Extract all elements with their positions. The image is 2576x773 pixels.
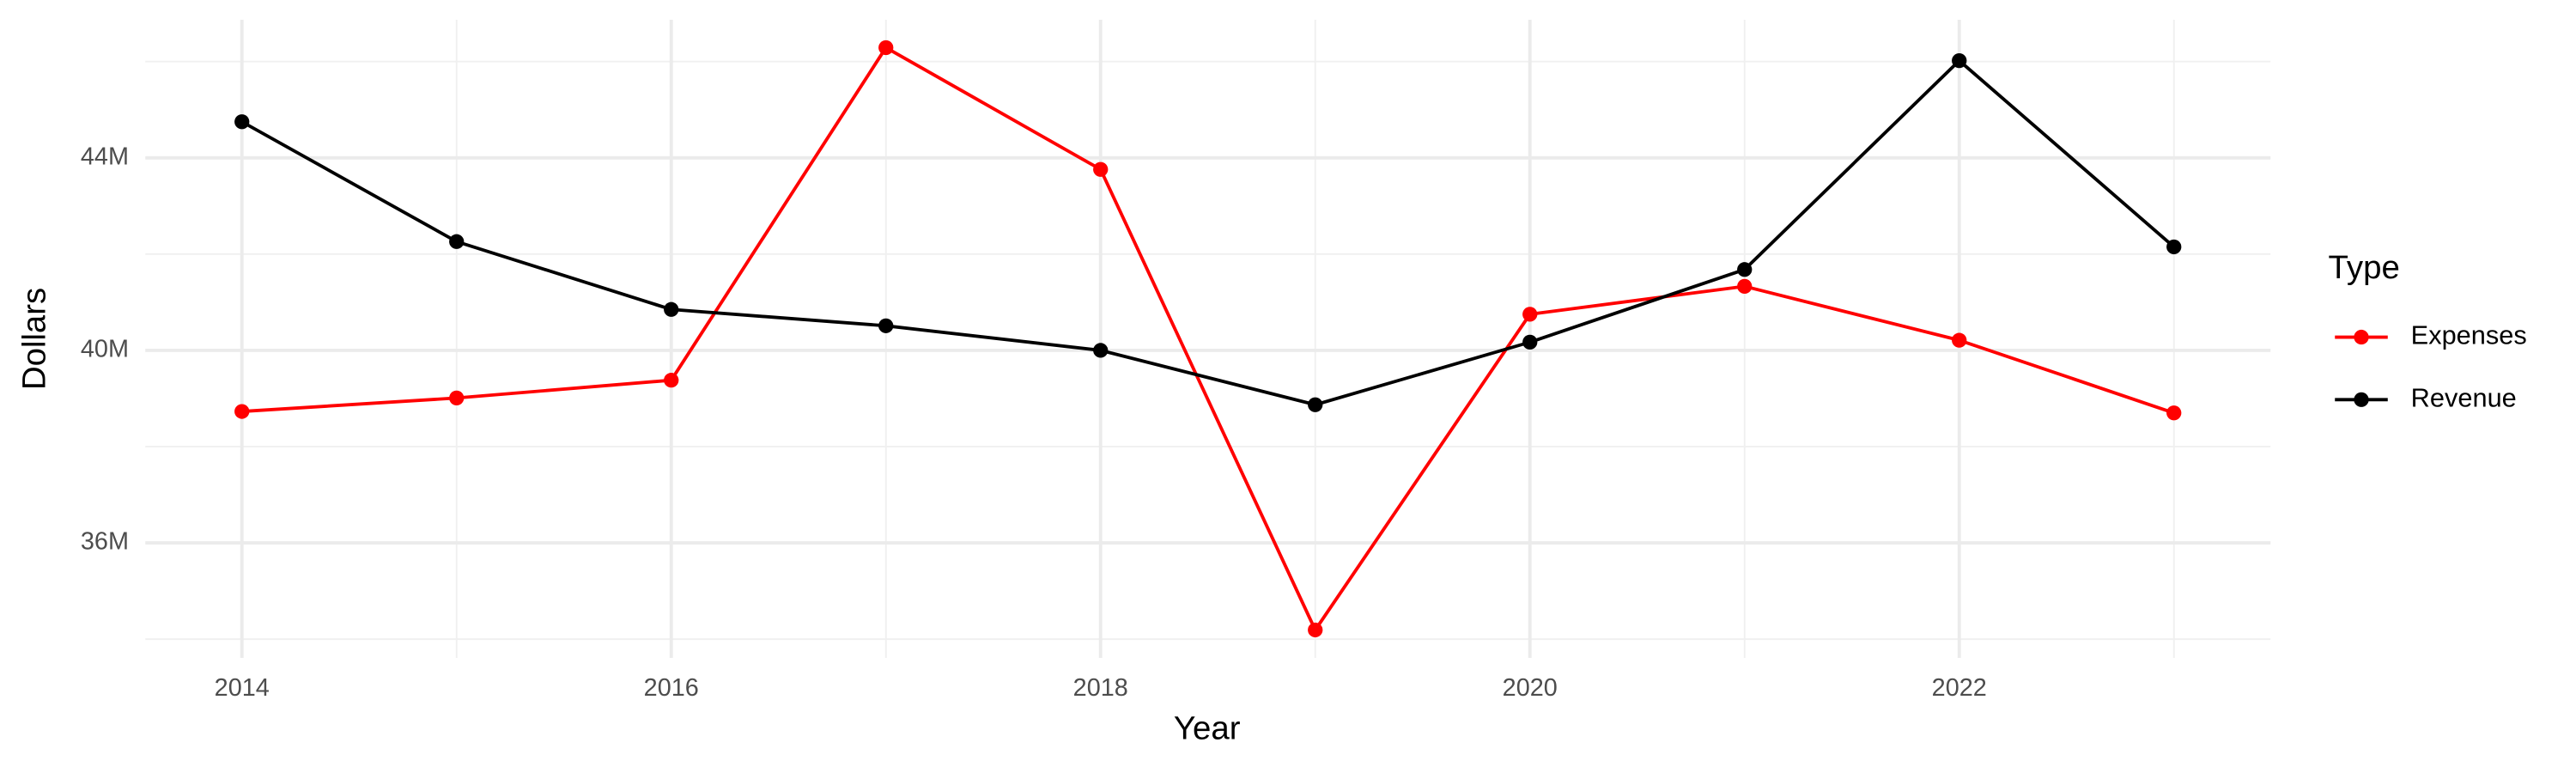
y-tick-label: 44M [81,143,129,170]
data-point [1737,262,1753,277]
data-point [449,234,465,249]
data-point [1093,343,1109,358]
x-tick-label: 2014 [215,674,270,702]
data-point [1737,278,1753,295]
data-point [878,318,894,333]
data-point [1952,52,1967,69]
x-tick-label: 2020 [1503,674,1558,702]
x-tick-label: 2016 [644,674,699,702]
y-tick-label: 40M [81,336,129,363]
y-axis-title: Dollars [15,288,52,390]
data-point [1522,307,1538,322]
data-point [2166,405,2182,421]
data-point [1308,622,1323,638]
series-line [240,58,2175,407]
data-point [2166,239,2182,255]
legend-label: Revenue [2411,382,2517,412]
data-point [664,373,679,388]
data-point [878,40,894,56]
series-line [241,45,2175,634]
legend-title: Type [2329,249,2400,286]
legend-key-point [2354,329,2369,345]
data-point [234,114,250,130]
data-point [1308,397,1323,412]
x-axis-title: Year [1174,709,1241,746]
data-point [449,390,465,406]
data-point [1093,161,1109,177]
x-tick-label: 2022 [1932,674,1987,702]
y-tick-label: 36M [81,528,129,556]
legend-key-point [2354,392,2369,407]
data-point [234,404,250,419]
data-point [664,301,679,317]
data-point [1952,332,1967,348]
legend-label: Expenses [2411,320,2527,350]
data-point [1522,334,1538,350]
x-tick-label: 2018 [1073,674,1128,702]
